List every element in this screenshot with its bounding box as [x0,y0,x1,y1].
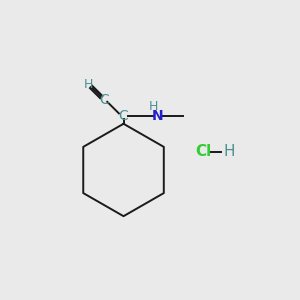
Text: C: C [119,109,128,123]
Text: H: H [224,144,235,159]
Text: H: H [84,78,93,91]
Text: H: H [149,100,158,113]
Text: C: C [99,92,109,106]
Text: N: N [152,109,163,123]
Text: Cl: Cl [196,144,212,159]
